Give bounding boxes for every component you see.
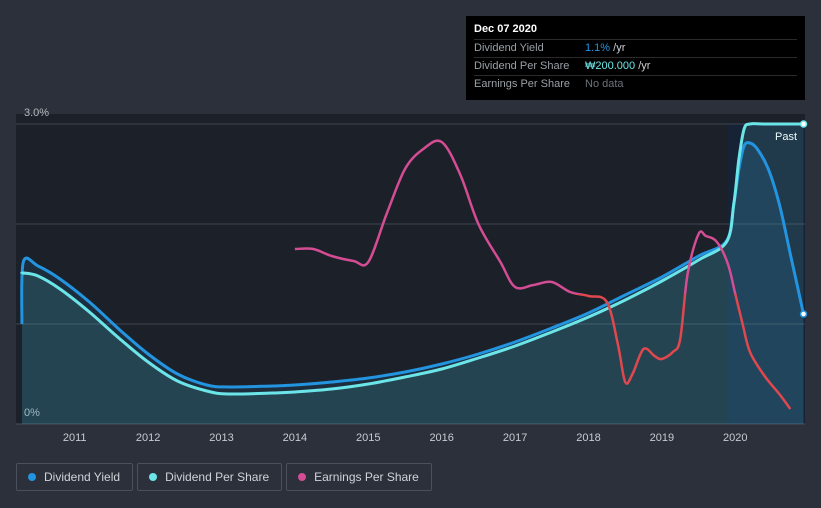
x-tick-label: 2017 bbox=[503, 432, 527, 444]
x-tick-label: 2018 bbox=[576, 432, 600, 444]
tooltip-label: Dividend Per Share bbox=[474, 60, 570, 72]
tooltip-row-dividend-yield: Dividend Yield 1.1% /yr bbox=[474, 39, 797, 57]
tooltip-value: 1.1% bbox=[585, 42, 611, 54]
x-tick-label: 2016 bbox=[429, 432, 453, 444]
series-line bbox=[20, 122, 804, 396]
eps-line-upper bbox=[294, 139, 737, 294]
past-label: Past bbox=[775, 131, 797, 143]
yield-end-marker bbox=[799, 310, 808, 318]
y-tick-label: 0% bbox=[24, 407, 40, 419]
series-area bbox=[21, 142, 804, 424]
eps-line-lower bbox=[572, 294, 792, 410]
legend-label: Dividend Per Share bbox=[165, 470, 270, 484]
tooltip-label: Dividend Yield bbox=[474, 42, 544, 54]
legend-label: Earnings Per Share bbox=[314, 470, 419, 484]
x-tick-label: 2013 bbox=[209, 432, 233, 444]
legend-dot-icon bbox=[149, 473, 158, 481]
tooltip-value: ₩200.000 bbox=[585, 60, 636, 72]
tooltip-value: No data bbox=[585, 78, 624, 90]
tooltip-unit: /yr bbox=[613, 42, 626, 54]
x-tick-label: 2020 bbox=[723, 432, 747, 444]
tooltip-panel: Dec 07 2020 Dividend Yield 1.1% /yr Divi… bbox=[466, 16, 805, 100]
legend-dot-icon bbox=[28, 473, 36, 481]
tooltip-date: Dec 07 2020 bbox=[474, 23, 537, 35]
legend-item-earnings-per-share[interactable]: Earnings Per Share bbox=[286, 463, 432, 491]
dps-end-marker bbox=[799, 120, 808, 128]
past-region bbox=[727, 124, 805, 424]
series-line bbox=[20, 141, 805, 389]
series-area bbox=[21, 123, 804, 424]
legend-item-dividend-yield[interactable]: Dividend Yield bbox=[16, 463, 134, 491]
x-tick-label: 2012 bbox=[136, 432, 160, 444]
tooltip-row-dividend-per-share: Dividend Per Share ₩200.000 /yr bbox=[474, 57, 797, 75]
legend: Dividend Yield Dividend Per Share Earnin… bbox=[16, 463, 432, 491]
legend-label: Dividend Yield bbox=[44, 470, 121, 484]
tooltip-row-earnings-per-share: Earnings Per Share No data bbox=[474, 75, 797, 93]
legend-dot-icon bbox=[298, 473, 307, 481]
x-tick-label: 2014 bbox=[283, 432, 307, 444]
tooltip-label: Earnings Per Share bbox=[474, 78, 570, 90]
tooltip-unit: /yr bbox=[638, 60, 651, 72]
x-tick-label: 2015 bbox=[356, 432, 380, 444]
x-tick-label: 2019 bbox=[650, 432, 674, 444]
legend-item-dividend-per-share[interactable]: Dividend Per Share bbox=[137, 463, 283, 491]
x-tick-label: 2011 bbox=[63, 432, 87, 444]
y-tick-label: 3.0% bbox=[24, 107, 49, 119]
